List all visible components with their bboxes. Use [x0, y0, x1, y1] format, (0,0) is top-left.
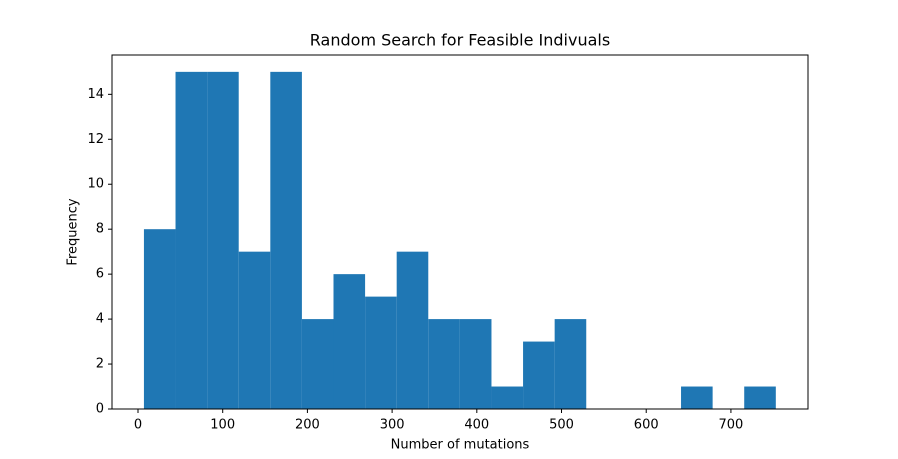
bar [523, 341, 555, 409]
bar [238, 251, 271, 409]
x-tick-label: 600 [634, 418, 659, 433]
y-axis-label: Frequency [66, 198, 81, 265]
x-tick-label: 300 [380, 418, 405, 433]
axes-frame [111, 54, 809, 410]
x-tick-label: 400 [464, 418, 489, 433]
bar [681, 386, 713, 409]
x-tick-label: 100 [210, 418, 235, 433]
x-tick-label: 500 [549, 418, 574, 433]
y-tick-label: 8 [96, 222, 104, 237]
bar [554, 319, 587, 409]
y-tick-label: 14 [87, 87, 104, 102]
x-axis-label: Number of mutations [391, 438, 530, 453]
y-tick-label: 6 [96, 267, 104, 282]
y-tick-label: 0 [96, 402, 104, 417]
x-tick-label: 0 [134, 418, 142, 433]
bar [333, 274, 366, 409]
y-tick-label: 12 [87, 132, 104, 147]
x-tick-label: 200 [295, 418, 320, 433]
bar [744, 386, 776, 409]
bar [491, 386, 524, 409]
bar [175, 71, 208, 409]
plot-area [143, 71, 776, 409]
bar [365, 296, 397, 409]
chart-title: Random Search for Feasible Indivuals [310, 31, 610, 50]
bar [270, 71, 302, 409]
bar [301, 319, 334, 409]
bar [396, 251, 429, 409]
bar [459, 319, 492, 409]
bar [143, 229, 176, 409]
x-tick-label: 700 [719, 418, 744, 433]
y-tick-label: 4 [96, 312, 104, 327]
y-tick-label: 2 [96, 357, 104, 372]
bar [428, 319, 460, 409]
y-tick-label: 10 [87, 177, 104, 192]
bar [207, 71, 239, 409]
